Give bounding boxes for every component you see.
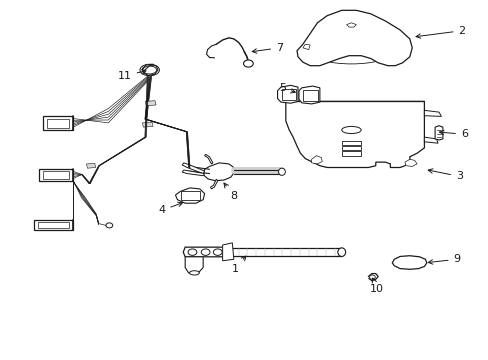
Polygon shape <box>341 141 361 145</box>
Polygon shape <box>38 222 69 228</box>
Polygon shape <box>182 170 204 176</box>
Polygon shape <box>34 220 73 230</box>
Polygon shape <box>181 192 200 200</box>
Circle shape <box>201 249 209 255</box>
Polygon shape <box>424 137 437 143</box>
Polygon shape <box>341 152 361 156</box>
Polygon shape <box>39 169 73 181</box>
Text: 9: 9 <box>427 254 460 264</box>
Polygon shape <box>341 146 361 150</box>
Polygon shape <box>282 89 295 100</box>
Polygon shape <box>404 159 416 166</box>
Text: 7: 7 <box>252 43 283 53</box>
Text: 11: 11 <box>118 70 145 81</box>
Polygon shape <box>142 122 153 127</box>
Ellipse shape <box>189 271 199 275</box>
Polygon shape <box>222 243 233 261</box>
Text: 3: 3 <box>427 169 462 181</box>
Polygon shape <box>43 171 69 179</box>
Polygon shape <box>302 90 318 101</box>
Polygon shape <box>175 188 204 203</box>
Circle shape <box>213 249 222 255</box>
Polygon shape <box>203 163 233 181</box>
Polygon shape <box>302 44 309 50</box>
Circle shape <box>106 223 113 228</box>
Ellipse shape <box>337 248 345 256</box>
Polygon shape <box>391 256 426 269</box>
Polygon shape <box>86 163 96 168</box>
Polygon shape <box>185 257 203 274</box>
Text: 6: 6 <box>439 129 467 139</box>
Text: 10: 10 <box>369 278 383 294</box>
Text: 1: 1 <box>231 256 245 274</box>
Polygon shape <box>277 85 297 103</box>
Ellipse shape <box>278 168 285 175</box>
Ellipse shape <box>341 126 361 134</box>
Circle shape <box>369 275 374 279</box>
Text: 4: 4 <box>158 202 182 215</box>
Polygon shape <box>424 111 441 116</box>
Polygon shape <box>285 102 424 167</box>
Polygon shape <box>42 116 73 130</box>
Polygon shape <box>182 163 204 174</box>
Circle shape <box>243 60 253 67</box>
Polygon shape <box>145 101 156 106</box>
Polygon shape <box>183 247 225 257</box>
Polygon shape <box>296 10 411 66</box>
Polygon shape <box>46 118 69 128</box>
Polygon shape <box>210 179 217 189</box>
Circle shape <box>188 249 197 255</box>
Polygon shape <box>204 154 212 164</box>
Polygon shape <box>346 23 356 27</box>
Polygon shape <box>298 86 319 104</box>
Polygon shape <box>311 156 322 164</box>
Text: 8: 8 <box>224 183 237 201</box>
Polygon shape <box>225 248 341 256</box>
Text: 5: 5 <box>278 83 295 93</box>
Text: 2: 2 <box>415 26 465 38</box>
Polygon shape <box>434 126 442 140</box>
